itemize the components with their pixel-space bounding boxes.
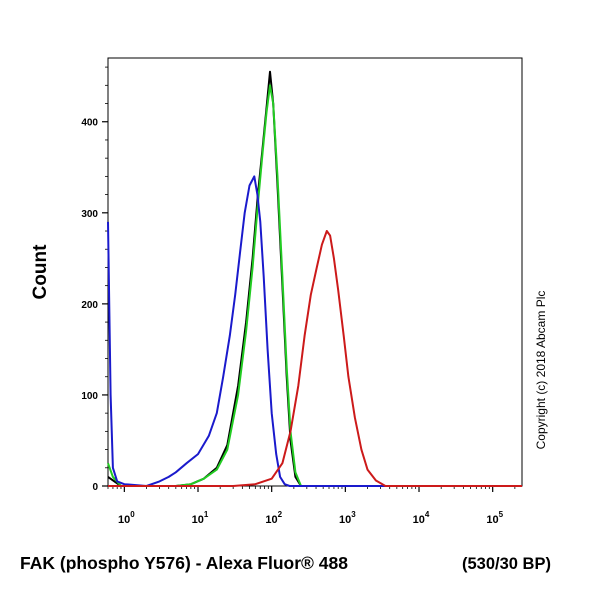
x-tick-exponent: 3: [351, 510, 356, 519]
y-tick-label: 100: [81, 391, 98, 402]
x-tick-label: 102: [265, 510, 282, 526]
x-tick-label: 104: [413, 510, 430, 526]
histogram-series-2: [107, 175, 522, 487]
series-layer: [107, 70, 522, 487]
x-tick-base: 10: [118, 514, 130, 526]
x-tick-base: 10: [413, 514, 425, 526]
x-axis-title-suffix: (530/30 BP): [462, 555, 551, 573]
x-tick-base: 10: [192, 514, 204, 526]
x-tick-base: 10: [486, 514, 498, 526]
histogram-series-3: [108, 230, 522, 487]
x-tick-base: 10: [339, 514, 351, 526]
x-tick-label: 101: [192, 510, 209, 526]
x-axis: 100 101 102 103 104 105: [107, 486, 516, 526]
x-tick-exponent: 5: [499, 510, 504, 519]
y-tick-label: 300: [81, 209, 98, 220]
y-axis: 0 100 200 300 400: [81, 66, 108, 493]
y-axis-title: Count: [30, 244, 51, 300]
copyright-notice: Copyright (c) 2018 Abcam Plc: [534, 291, 548, 450]
y-tick-label: 0: [92, 482, 98, 493]
x-tick-label: 100: [118, 510, 135, 526]
x-tick-exponent: 0: [130, 510, 135, 519]
x-tick-exponent: 2: [278, 510, 283, 519]
x-tick-label: 103: [339, 510, 356, 526]
x-tick-exponent: 1: [204, 510, 209, 519]
x-tick-exponent: 4: [425, 510, 430, 519]
y-tick-label: 200: [81, 300, 98, 311]
x-tick-label: 105: [486, 510, 503, 526]
x-tick-base: 10: [265, 514, 277, 526]
y-tick-label: 400: [81, 118, 98, 129]
x-axis-title: FAK (phospho Y576) - Alexa Fluor® 488: [20, 553, 348, 573]
histogram-series-1: [107, 84, 522, 487]
